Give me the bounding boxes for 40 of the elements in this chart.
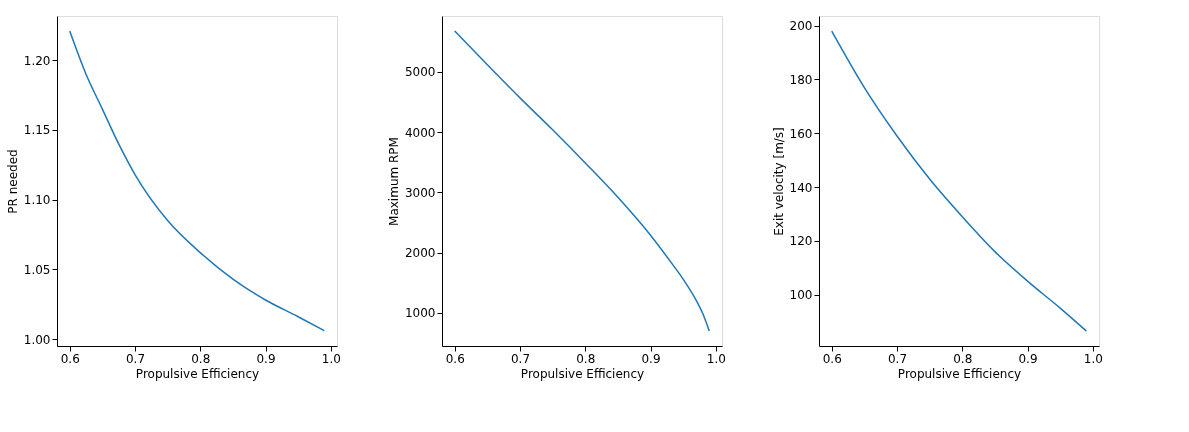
x-tick-label: 1.0 (1083, 351, 1103, 366)
y-tick-label: 200 (789, 19, 813, 34)
x-tick-label: 0.6 (822, 351, 842, 366)
y-tick-label: 3000 (404, 185, 436, 200)
y-axis-title: Exit velocity [m/s] (771, 127, 786, 236)
y-tick-label: 1.15 (23, 123, 51, 138)
y-tick-label: 1.20 (23, 53, 51, 68)
x-tick-label: 0.8 (191, 351, 211, 366)
x-tick-label: 0.9 (256, 351, 276, 366)
y-tick-label: 180 (789, 72, 813, 87)
x-tick-label: 0.7 (125, 351, 146, 366)
y-tick-label: 140 (789, 180, 813, 195)
y-tick-label: 5000 (404, 65, 436, 80)
x-tick-label: 0.8 (576, 351, 596, 366)
y-tick-label: 4000 (404, 125, 436, 140)
y-tick-label: 160 (789, 126, 813, 141)
x-tick-label: 0.7 (887, 351, 908, 366)
line-series (453, 30, 711, 332)
x-tick-label: 0.9 (1018, 351, 1038, 366)
x-tick-label: 1.0 (706, 351, 726, 366)
y-axis-title: Maximum RPM (386, 137, 401, 226)
y-tick-label: 1.10 (23, 193, 51, 208)
x-axis-title: Propulsive Efficiency (135, 366, 260, 381)
y-axis-title: PR needed (5, 149, 20, 214)
x-tick-label: 0.7 (510, 351, 531, 366)
line-series (68, 30, 326, 332)
line-series (830, 30, 1088, 332)
y-tick-label: 1.00 (23, 332, 51, 347)
y-tick-label: 1.05 (23, 262, 51, 277)
y-tick-label: 2000 (404, 246, 436, 261)
y-tick-label: 100 (789, 288, 813, 303)
x-axis-title: Propulsive Efficiency (897, 366, 1022, 381)
y-tick-label: 1000 (404, 306, 436, 321)
x-tick-label: 0.8 (953, 351, 973, 366)
x-tick-label: 1.0 (321, 351, 341, 366)
x-tick-label: 0.6 (445, 351, 465, 366)
y-tick-label: 120 (789, 234, 813, 249)
x-tick-label: 0.9 (641, 351, 661, 366)
x-axis-title: Propulsive Efficiency (520, 366, 645, 381)
x-tick-label: 0.6 (60, 351, 80, 366)
